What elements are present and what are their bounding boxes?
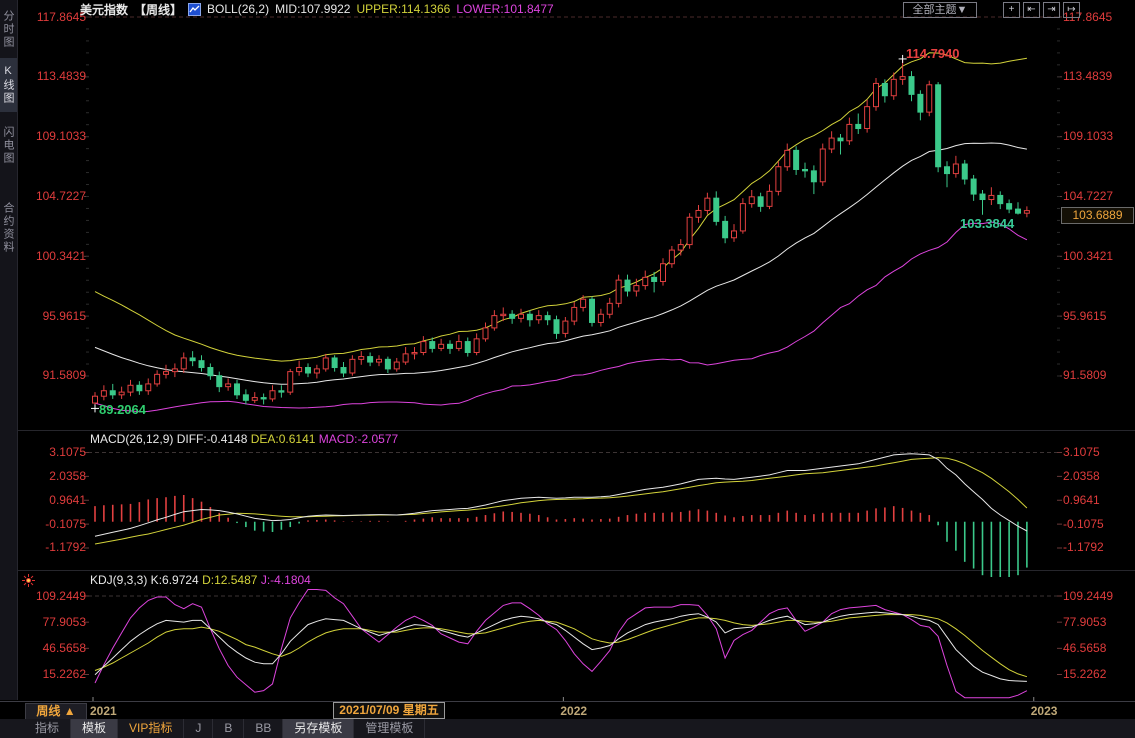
period-tag: 【周线】 <box>134 2 183 17</box>
toolbar-tab-4[interactable]: J <box>184 719 214 738</box>
axis-label: 2.0358 <box>49 468 86 483</box>
period-selector-button[interactable]: 周线 ▲ <box>25 703 87 720</box>
start-low-label: 89.2064 <box>99 402 146 417</box>
pan-right-icon[interactable]: ↦ <box>1063 2 1080 18</box>
crosshair-icon[interactable]: + <box>1003 2 1020 18</box>
axis-label: 15.2262 <box>42 667 86 681</box>
axis-label: 0.9641 <box>1063 492 1100 507</box>
symbol-title: 美元指数 <box>80 2 129 17</box>
axis-label: 109.2449 <box>1063 588 1114 603</box>
axis-label: -1.1792 <box>1063 540 1104 555</box>
time-axis-row: 周线 ▲ 2021/07/09 星期五 2021 2022 2023 <box>0 701 1135 720</box>
toolbar-tab-1[interactable]: 指标 <box>24 719 72 738</box>
axis-label: 117.8645 <box>1063 9 1113 24</box>
macd-dea-value: DEA:0.6141 <box>250 432 316 446</box>
compress-right-icon[interactable]: ⇥ <box>1043 2 1060 18</box>
toolbar-tab-5[interactable]: B <box>213 719 245 738</box>
boll-mid-value: MID:107.9922 <box>275 2 351 16</box>
axis-label: 46.5658 <box>42 640 86 655</box>
axis-label: 113.4839 <box>1063 69 1113 84</box>
axis-label: 109.1033 <box>1063 129 1114 144</box>
indicator-chart-icon <box>188 2 202 16</box>
year-label: 2023 <box>1030 704 1058 718</box>
macd-header: MACD(26,12,9) DIFF:-0.4148 DEA:0.6141 MA… <box>90 432 398 446</box>
axis-label: 91.5809 <box>1063 368 1107 383</box>
sidebar-item-3[interactable]: 闪电图 <box>2 125 14 165</box>
axis-label: -1.1792 <box>45 540 86 555</box>
axis-label: 0.9641 <box>49 492 86 507</box>
toolbar-tab-2[interactable]: 模板 <box>71 719 119 738</box>
bottom-toolbar: 指标 模板 VIP指标 J B BB 另存模板 管理模板 <box>0 719 1135 738</box>
left-sidebar: 分时图 K线图闪电图合约资料 <box>0 0 18 700</box>
toolbar-tab-6[interactable]: BB <box>244 719 284 738</box>
toolbar-tab-7[interactable]: 另存模板 <box>283 719 355 738</box>
boll-upper-value: UPPER:114.1366 <box>356 2 451 16</box>
kdj-header: KDJ(9,3,3) K:6.9724 D:12.5487 J:-4.1804 <box>90 573 311 587</box>
toolbar-tab-3[interactable]: VIP指标 <box>118 719 185 738</box>
macd-value: MACD:-2.0577 <box>318 432 399 446</box>
axis-label: 104.7227 <box>1063 188 1114 203</box>
axis-label: 100.3421 <box>1063 248 1114 263</box>
year-label: 2022 <box>560 704 588 718</box>
axis-label: 91.5809 <box>42 368 86 383</box>
axis-label: -0.1075 <box>45 516 86 531</box>
axis-label: 3.1075 <box>49 445 86 459</box>
last-price-tag: 103.6889 <box>1061 207 1134 224</box>
boll-label: BOLL(26,2) <box>207 2 270 16</box>
axis-label: 2.0358 <box>1063 468 1100 483</box>
axis-label: 46.5658 <box>1063 640 1107 655</box>
axis-label: 77.9053 <box>42 614 86 629</box>
toolbar-tab-8[interactable]: 管理模板 <box>354 719 426 738</box>
axis-label: 109.2449 <box>35 588 86 603</box>
kdj-title: KDJ(9,3,3) K:6.9724 <box>90 573 199 587</box>
sidebar-item-1[interactable]: 分时图 <box>2 9 14 49</box>
chart-header: 美元指数 【周线】 BOLL(26,2) MID:107.9922 UPPER:1… <box>80 1 554 17</box>
axis-label: 15.2262 <box>1063 667 1107 681</box>
sidebar-item-4[interactable]: 合约资料 <box>2 202 14 254</box>
axis-label: 95.9615 <box>1063 308 1107 323</box>
axis-label: 100.3421 <box>35 248 86 263</box>
axis-label: 3.1075 <box>1063 445 1100 459</box>
axis-label: 117.8645 <box>36 9 86 24</box>
axis-label: 77.9053 <box>1063 614 1107 629</box>
compress-left-icon[interactable]: ⇤ <box>1023 2 1040 18</box>
recent-low-label: 103.3844 <box>960 216 1015 231</box>
year-label: 2021 <box>90 704 117 718</box>
axis-label: 95.9615 <box>42 308 86 323</box>
alert-starburst-icon <box>21 573 36 588</box>
crosshair-date-label: 2021/07/09 星期五 <box>333 702 445 719</box>
kdj-j-value: J:-4.1804 <box>260 573 311 587</box>
kdj-d-value: D:12.5487 <box>202 573 258 587</box>
axis-label: -0.1075 <box>1063 516 1104 531</box>
theme-dropdown[interactable]: 全部主题▼ <box>903 2 977 18</box>
chart-tool-buttons: + ⇤ ⇥ ↦ <box>1003 2 1080 18</box>
boll-lower-value: LOWER:101.8477 <box>456 2 554 16</box>
marked-high-label: 114.7940 <box>906 46 960 61</box>
axis-label: 109.1033 <box>35 129 86 144</box>
sidebar-item-2[interactable]: K线图 <box>0 58 17 112</box>
axis-label: 113.4839 <box>36 69 86 84</box>
macd-title: MACD(26,12,9) DIFF:-0.4148 <box>90 432 248 446</box>
axis-label: 104.7227 <box>35 188 86 203</box>
